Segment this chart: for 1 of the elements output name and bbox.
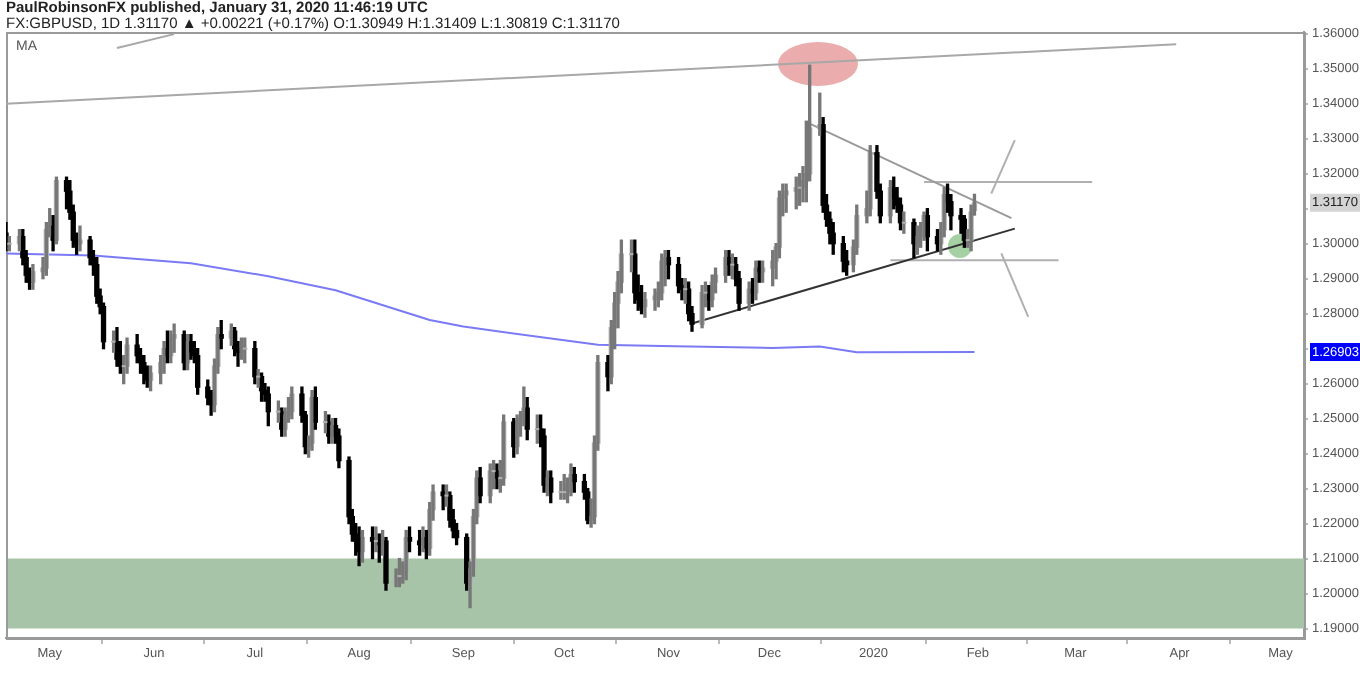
candlestick [443, 484, 450, 507]
